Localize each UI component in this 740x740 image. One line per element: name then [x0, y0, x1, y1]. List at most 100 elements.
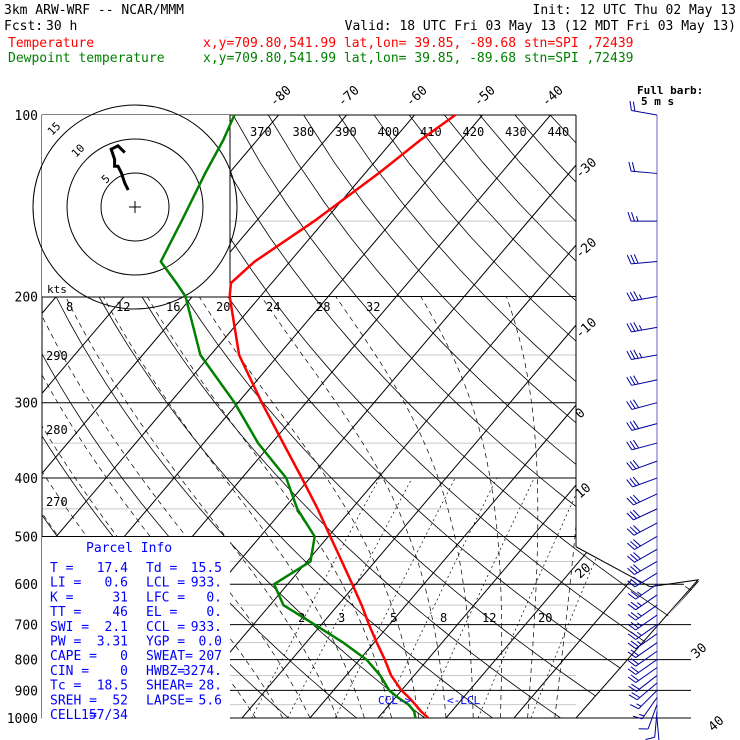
- mixing-ratio-lower-label: 8: [440, 611, 447, 625]
- wind-barb: [626, 349, 658, 360]
- parcel-info-cell: 933.: [191, 620, 222, 635]
- wind-barb-flag: [628, 694, 638, 701]
- wind-barb-flag: [630, 674, 639, 681]
- wind-barb-flag: [627, 212, 632, 222]
- wind-barb-shaft: [633, 522, 658, 536]
- wind-barb-shaft: [635, 604, 658, 621]
- wind-barb-shaft: [647, 704, 658, 730]
- wind-barb-flag: [633, 539, 641, 547]
- pressure-tick-label: 400: [15, 472, 38, 487]
- wind-barb-flag: [627, 614, 636, 621]
- parcel-info-cell: SHEAR=: [146, 679, 193, 694]
- isotherm-line: [581, 115, 700, 718]
- wind-barb-flag: [626, 528, 635, 536]
- wind-barb: [627, 633, 658, 650]
- wind-barb-shaft: [635, 614, 658, 631]
- wind-barb: [627, 659, 658, 675]
- wind-barb-flag: [626, 401, 633, 410]
- wind-barb-half-flag: [636, 216, 639, 222]
- wind-barb-flag: [630, 591, 639, 598]
- wind-barb-flag: [629, 291, 636, 301]
- barb-legend-line2: 5 m s: [641, 95, 674, 108]
- wind-barb-shaft: [631, 170, 658, 174]
- wind-barb-shaft: [641, 697, 658, 720]
- wind-barb-flag: [630, 578, 639, 586]
- parcel-info-cell: Td =: [146, 561, 177, 576]
- isotherm-label: 20: [573, 560, 595, 582]
- valid-time: Valid: 18 UTC Fri 03 May 13 (12 MDT Fri …: [345, 19, 736, 34]
- wind-barb: [627, 572, 658, 588]
- wind-barb: [627, 604, 658, 621]
- parcel-info-cell: 52: [112, 693, 128, 708]
- hodograph-ring: [100, 172, 170, 242]
- theta-label: 430: [505, 125, 527, 139]
- parcel-info-cell: 46: [112, 605, 128, 620]
- wind-barb-shaft: [635, 659, 658, 675]
- parcel-info-cell: 3.31: [97, 635, 128, 650]
- wind-barb-flag: [630, 612, 639, 619]
- theta-side-label: 280: [46, 423, 68, 437]
- pressure-tick-label: 500: [15, 530, 38, 545]
- wind-barb-flag: [627, 660, 636, 667]
- dry-adiabat-line: [585, 115, 700, 718]
- wind-barb-flag: [633, 375, 639, 385]
- parcel-info-cell: 933.: [191, 576, 222, 591]
- parcel-info-cell: PW =: [50, 635, 81, 650]
- wind-barb-flag: [626, 376, 632, 386]
- parcel-info-rows: T = 17.4 Td = 15.5 LI = 0.6 LCL = 933. K = 31 LFC …: [50, 561, 222, 723]
- parcel-info-cell: 0.: [206, 605, 222, 620]
- isotherm-line: [173, 115, 687, 718]
- parcel-info-cell: CELL =: [50, 708, 97, 723]
- wind-barb-shaft: [631, 326, 658, 333]
- wind-barb: [627, 212, 657, 222]
- isotherm-line: [309, 115, 700, 718]
- wind-barb-flag: [627, 676, 636, 683]
- dry-adiabat-line: [232, 115, 700, 718]
- theta-label: 380: [293, 125, 315, 139]
- wind-barb-shaft: [636, 675, 658, 692]
- wind-barb-flag: [629, 322, 636, 332]
- mixing-ratio-lower-label: 12: [482, 611, 496, 625]
- theta-side-label: 270: [46, 495, 68, 509]
- wind-barb-flag: [630, 631, 639, 638]
- wind-barb: [645, 711, 658, 740]
- legend-dewpoint-location: x,y=709.80,541.99 lat,lon= 39.85, -89.68…: [203, 51, 633, 66]
- wind-barb: [626, 459, 658, 471]
- wind-barb-flag: [633, 420, 640, 429]
- wind-barb-half-flag: [637, 641, 642, 646]
- legend-temperature-location: x,y=709.80,541.99 lat,lon= 39.85, -89.68…: [203, 36, 633, 51]
- isotherm-line: [0, 115, 7, 718]
- wind-barb-flag: [628, 161, 632, 172]
- hodograph-background: [42, 115, 230, 297]
- dry-adiabat-line: [479, 115, 700, 718]
- wind-barb-flag: [629, 511, 637, 519]
- wind-barb-flag: [629, 350, 636, 360]
- parcel-info-panel: Parcel Info T = 17.4 Td = 15.5 LI = 0.6 LCL = 9…: [42, 537, 230, 727]
- wind-barb: [627, 650, 658, 667]
- isotherm-label: -60: [403, 83, 430, 110]
- moist-adiabat-line: [335, 296, 474, 718]
- wind-barb-flag: [630, 658, 639, 665]
- wind-barb-flag: [633, 291, 639, 301]
- pressure-tick-label: 700: [15, 619, 38, 634]
- wind-barb-shaft: [656, 717, 660, 740]
- isotherm-label: -70: [335, 83, 362, 110]
- wind-barb: [626, 322, 658, 333]
- wind-barb-shaft: [635, 633, 658, 650]
- dry-adiabat-line: [267, 115, 700, 718]
- forecast-hour: 30 h: [46, 19, 77, 34]
- mixing-ratio-line: [287, 477, 413, 718]
- wind-barb-shaft: [638, 690, 658, 710]
- wind-barb-shaft: [631, 442, 658, 451]
- lcl-marker: <-LCL: [447, 694, 480, 707]
- wind-barb-flag: [627, 623, 636, 631]
- isotherm-line: [42, 115, 347, 718]
- wind-barb: [627, 614, 658, 631]
- parcel-info-cell: T =: [50, 561, 74, 576]
- parcel-info-cell: SWEAT=: [146, 649, 193, 664]
- mixing-ratio-upper-label: 24: [266, 300, 280, 314]
- wind-barb-half-flag: [636, 703, 642, 707]
- wind-barb-shaft: [631, 354, 658, 360]
- parcel-info-cell: YGP =: [146, 635, 185, 650]
